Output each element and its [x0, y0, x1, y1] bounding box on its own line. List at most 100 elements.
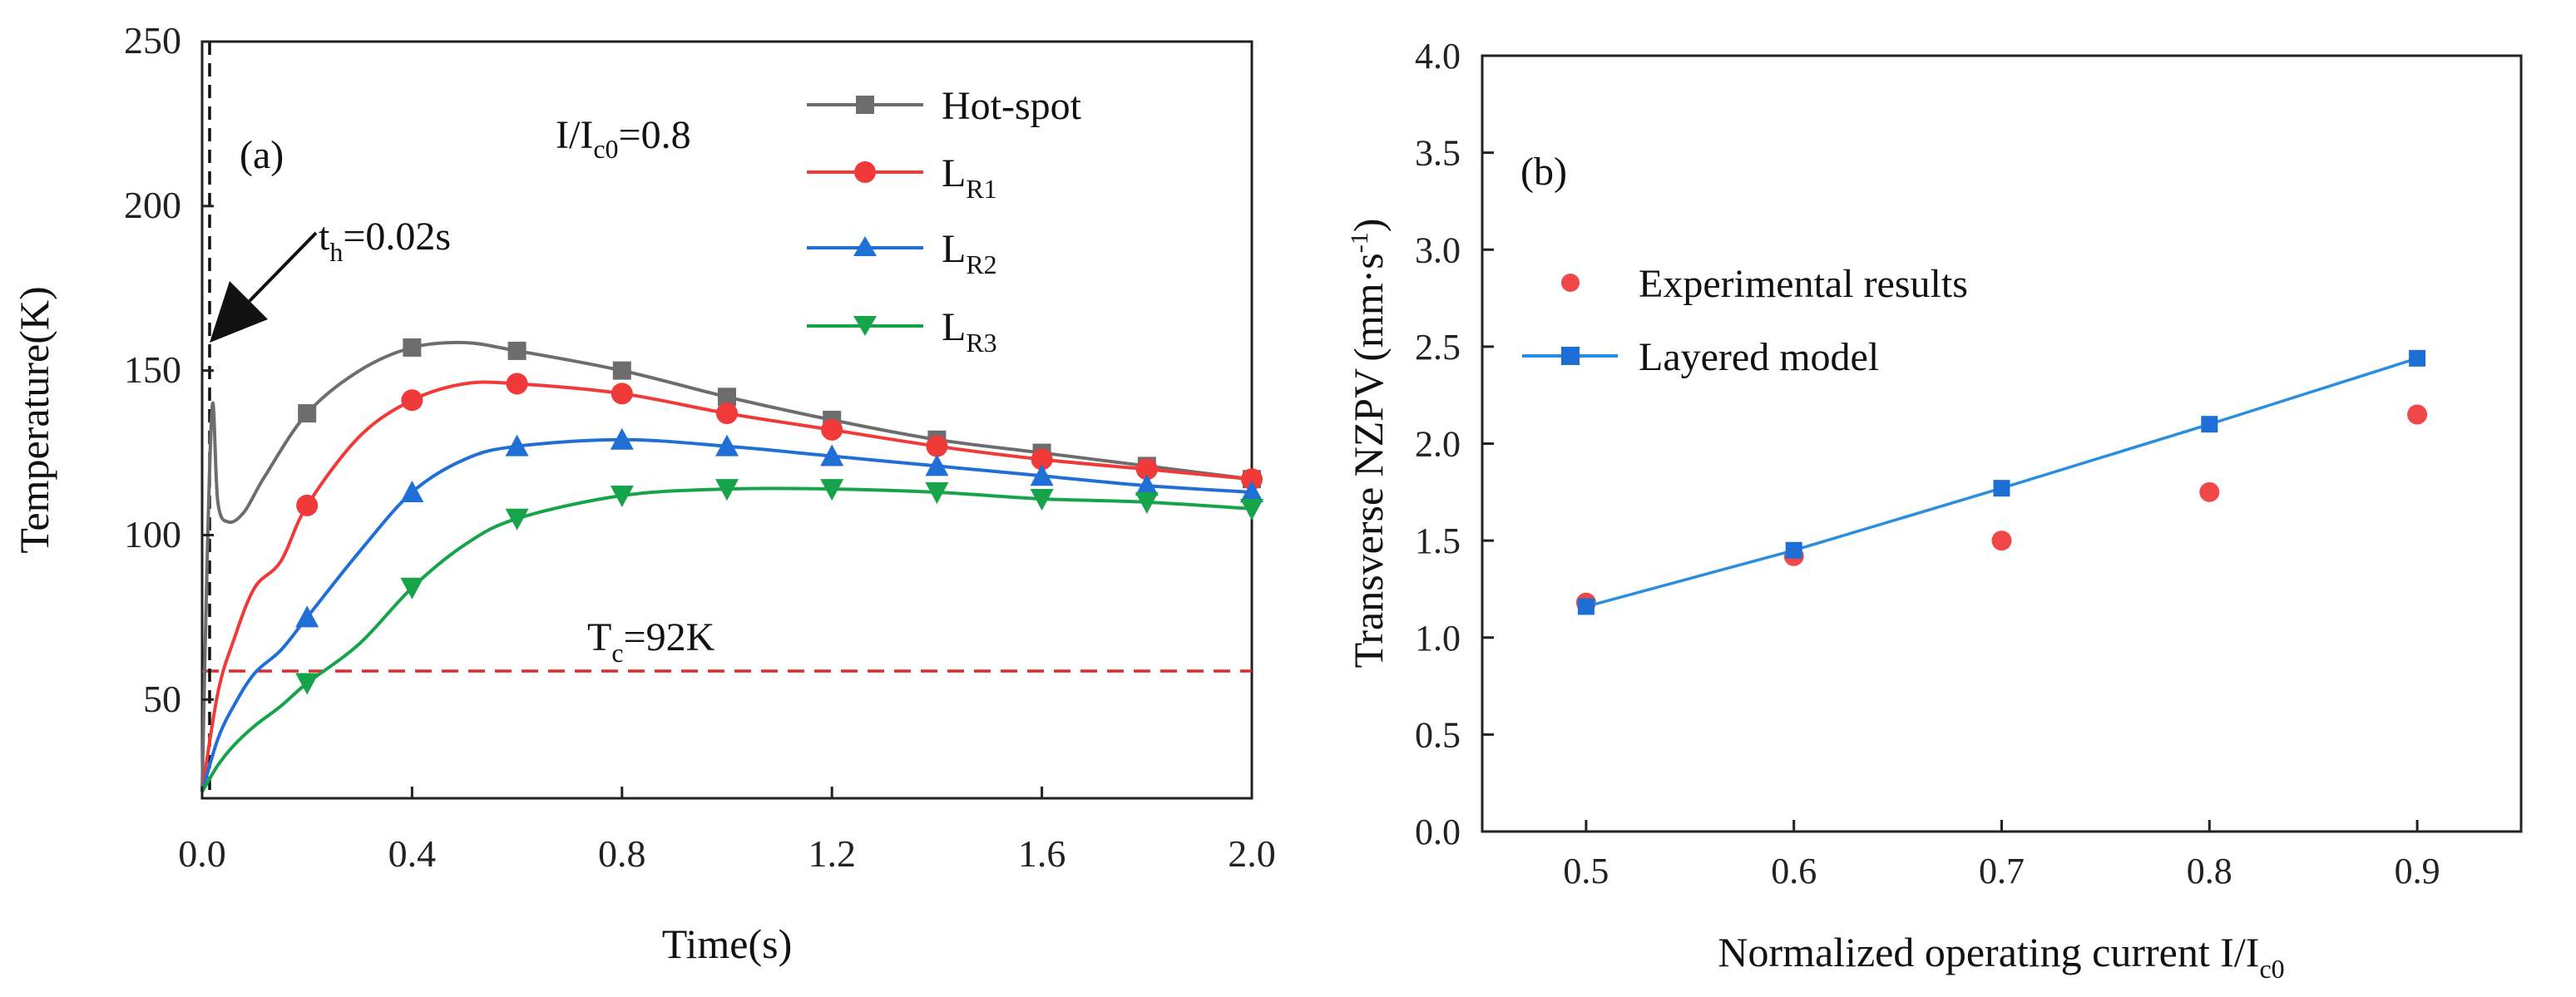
a-x-tick-label: 0.0: [178, 832, 226, 875]
a-series-2-point: [715, 434, 739, 457]
heater-main: t: [319, 215, 330, 259]
a-series-0-point: [612, 361, 631, 380]
panel-b-y-ticks: 0.0 0.5 1.0 1.5 2.0 2.5 3.0 3.5 4.0: [1415, 36, 1461, 852]
heater-arrow-shaft: [248, 231, 318, 303]
panel-b-series: [1482, 54, 2428, 833]
b-y-tick-label: 4.0: [1415, 36, 1461, 77]
b-series-1-point: [1785, 541, 1802, 559]
a-series-3-point: [1135, 491, 1159, 514]
a-series-0-point: [718, 387, 736, 407]
a-series-1-point: [1031, 448, 1053, 471]
a-series-1-point: [611, 383, 633, 405]
a-series-1-point: [821, 418, 843, 441]
panel-b-label: (b): [1520, 150, 1567, 194]
a-series-2-point: [1135, 474, 1159, 496]
a-series-2-point: [505, 434, 529, 457]
legend-hotspot-marker: [856, 96, 874, 114]
heater-annotation: th=0.02s: [319, 215, 451, 267]
a-series-1-point: [401, 389, 423, 412]
a-series-1-point: [296, 494, 319, 516]
b-x-axis-label: Normalized operating current I/Ic0: [1718, 929, 2284, 984]
a-series-0-point: [403, 338, 422, 357]
legend-experimental-label: Experimental results: [1639, 262, 1968, 306]
panel-b-legend: Experimental results Layered model: [1522, 262, 1968, 379]
a-series-2-point: [610, 427, 634, 450]
b-x-tick-label: 0.8: [2187, 851, 2232, 891]
b-series-0-point: [1991, 531, 2012, 551]
b-x-tick-label: 0.9: [2395, 851, 2440, 891]
a-y-tick-label: 200: [124, 184, 181, 226]
legend-layered-marker: [1561, 347, 1580, 365]
b-series-0-point: [2407, 404, 2428, 425]
a-x-axis-label: Time(s): [662, 920, 793, 967]
a-series-1-point: [926, 435, 948, 457]
heater-sub: h: [329, 237, 343, 267]
b-series-0-point: [2199, 481, 2220, 502]
b-x-tick-label: 0.7: [1979, 851, 2025, 891]
a-series-3-point: [925, 482, 949, 505]
legend-layered-label: Layered model: [1639, 335, 1879, 379]
tc-value: =92K: [624, 615, 715, 659]
b-x-axis-label-sub: c0: [2259, 954, 2284, 984]
a-y-tick-label: 250: [124, 19, 181, 62]
b-series-1-point: [2409, 349, 2426, 367]
tc-sub: c: [611, 638, 623, 668]
b-y-axis-label-sup: -1: [1346, 232, 1373, 253]
legend-lr2-name: L: [942, 227, 966, 271]
b-x-tick-label: 0.5: [1563, 851, 1609, 891]
a-x-tick-label: 1.6: [1018, 832, 1066, 875]
b-y-tick-label: 1.0: [1415, 618, 1461, 659]
a-series-2-point: [925, 454, 949, 476]
a-series-3-point: [715, 479, 739, 501]
panel-a-y-ticks: 50 100 150 200 250: [124, 19, 181, 720]
a-series-2-point: [1240, 481, 1263, 503]
b-series-1-point: [1577, 598, 1595, 615]
legend-lr1-sub: R1: [966, 174, 996, 204]
a-series-0-point: [507, 341, 527, 360]
heater-value: =0.02s: [343, 215, 451, 259]
a-series-line-3: [200, 486, 1253, 793]
a-series-1-point: [716, 402, 738, 425]
a-series-line-0: [200, 340, 1253, 792]
legend-lr3-marker: [853, 316, 877, 336]
a-series-1-point: [506, 373, 528, 395]
a-y-tick-label: 100: [124, 513, 181, 555]
b-y-tick-label: 2.0: [1415, 424, 1461, 465]
panel-b-x-ticks: 0.5 0.6 0.7 0.8 0.9: [1563, 851, 2440, 891]
a-x-tick-label: 2.0: [1228, 832, 1276, 875]
a-series-3-point: [820, 479, 844, 501]
a-y-axis-label: Temperature(K): [11, 286, 57, 553]
panel-a-label: (a): [240, 133, 284, 177]
a-x-tick-label: 1.2: [808, 832, 856, 875]
legend-lr1-name: L: [942, 151, 966, 195]
a-y-tick-label: 50: [143, 678, 181, 720]
a-series-3-point: [295, 673, 319, 695]
legend-lr3-label: LR3: [942, 305, 997, 358]
panel-b: 0.5 0.6 0.7 0.8 0.9 0.0 0.5 1.0 1.5 2.0 …: [1345, 36, 2523, 984]
a-series-2-point: [295, 605, 319, 628]
panel-a-legend: Hot-spot LR1 LR2 LR3: [807, 84, 1082, 358]
a-x-tick-label: 0.4: [388, 832, 437, 875]
condition-annotation: I/Ic0=0.8: [556, 113, 691, 164]
b-x-axis-label-main: Normalized operating current I/I: [1718, 929, 2259, 975]
b-x-tick-label: 0.6: [1771, 851, 1817, 891]
legend-hotspot-name: Hot-spot: [942, 84, 1082, 128]
tc-main: T: [587, 615, 611, 659]
legend-experimental-marker: [1561, 274, 1580, 292]
b-y-tick-label: 0.0: [1415, 812, 1461, 852]
b-y-axis-label-main: Transverse NZPV: [1345, 368, 1392, 669]
legend-hotspot-label: Hot-spot: [942, 84, 1082, 128]
legend-lr1-label: LR1: [942, 151, 997, 204]
a-x-tick-label: 0.8: [598, 832, 646, 875]
b-series-1-point: [2201, 416, 2218, 433]
heater-arrow-head: [210, 281, 268, 343]
panel-a-x-ticks: 0.0 0.4 0.8 1.2 1.6 2.0: [178, 832, 1276, 875]
b-y-tick-label: 0.5: [1415, 714, 1461, 755]
legend-lr1-marker: [854, 161, 876, 183]
legend-lr2-label: LR2: [942, 227, 997, 279]
b-y-axis-label-unit: (mm·s: [1345, 253, 1392, 362]
condition-main: I/I: [556, 113, 593, 157]
a-series-0-point: [298, 404, 317, 423]
legend-lr3-sub: R3: [966, 328, 996, 358]
a-series-3-point: [505, 508, 529, 531]
